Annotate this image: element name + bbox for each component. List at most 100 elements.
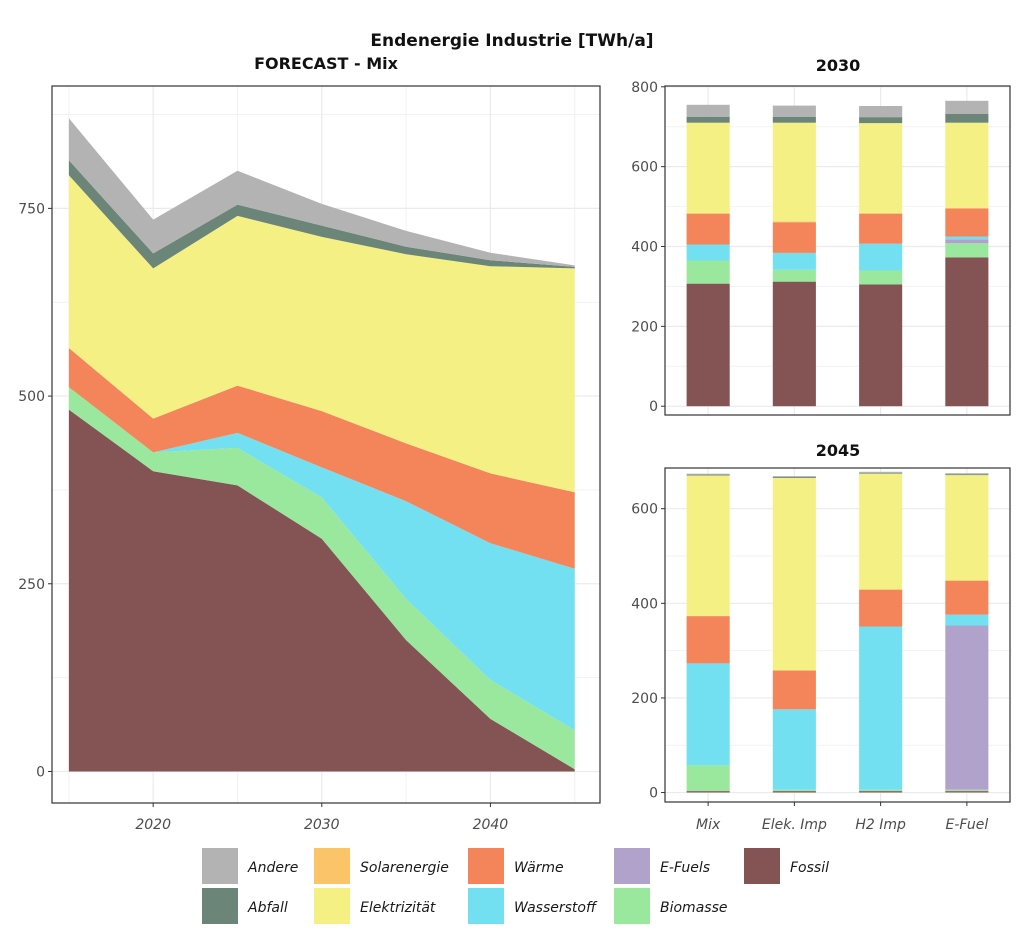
- legend-key-andere: [202, 848, 238, 884]
- bar-panel-2045-title: 2045: [816, 441, 861, 460]
- bar2030-y-tick-label: 800: [631, 80, 658, 96]
- legend: Andere Abfall Solarenergie Elektrizität Wärm…: [202, 848, 829, 924]
- bar2045-bar-h2-imp-wasserstoff: [859, 626, 903, 790]
- bar2045-bar-e-fuel-wasserstoff: [945, 614, 989, 626]
- bar2045-y-tick-label: 600: [631, 502, 658, 518]
- bar2045-bar-e-fuel-biomasse: [945, 789, 989, 792]
- area-series-w-rme: [68, 348, 575, 569]
- bar2030-bar-h2-imp-fossil: [859, 284, 903, 407]
- area-series-biomasse: [68, 387, 575, 770]
- bar2030-bar-h2-imp-biomasse: [859, 270, 903, 285]
- area-y-tick-label: 750: [18, 201, 45, 217]
- bar2030-bar-e-fuel-solarenergie: [945, 207, 989, 209]
- legend-label-fossil: Fossil: [790, 860, 829, 876]
- bar2045-bar-elek-imp-w-rme: [772, 670, 816, 710]
- bar2030-bar-mix-solarenergie: [686, 213, 730, 214]
- bar2030-y-tick-label: 600: [631, 160, 658, 176]
- bar2045-bar-h2-imp-w-rme: [859, 589, 903, 627]
- bar-panel-2030-title: 2030: [816, 56, 861, 75]
- bar2045-bar-h2-imp-elektrizit-t: [859, 473, 903, 590]
- bar2030-bar-e-fuel-e-fuels: [945, 239, 989, 244]
- bar2030-bar-elek-imp-abfall: [772, 116, 816, 123]
- bar2030-bar-e-fuel-wasserstoff: [945, 236, 989, 240]
- bar2045-x-tick-label: Mix: [696, 817, 721, 833]
- bar2045-bar-elek-imp-biomasse: [772, 789, 816, 792]
- bar2045-bar-e-fuel-elektrizit-t: [945, 475, 989, 581]
- bar2030-bar-h2-imp-elektrizit-t: [859, 123, 903, 213]
- bar2045-y-tick-label: 400: [631, 596, 658, 612]
- legend-label-e-fuels: E-Fuels: [660, 860, 710, 876]
- bar2030-bar-mix-w-rme: [686, 213, 730, 245]
- area-series-elektrizit-t: [68, 175, 575, 493]
- bar2045-bar-e-fuel-abfall: [945, 474, 989, 476]
- area-x-tick-label: 2040: [473, 817, 509, 833]
- bar2045-bar-mix-w-rme: [686, 616, 730, 664]
- bar2045-bar-mix-andere: [686, 473, 730, 475]
- bar2045-bar-elek-imp-andere: [772, 476, 816, 477]
- legend-label-elektrizit-t: Elektrizität: [360, 900, 436, 916]
- bar2030-bar-elek-imp-w-rme: [772, 222, 816, 253]
- bar2030-panel-border: [664, 85, 1011, 416]
- bar2045-bar-e-fuel-fossil: [945, 791, 989, 793]
- bar2045-bar-h2-imp-abfall: [859, 472, 903, 474]
- area-series-fossil: [68, 409, 575, 772]
- bar2030-bar-e-fuel-elektrizit-t: [945, 122, 989, 208]
- bar2045-bar-elek-imp-elektrizit-t: [772, 477, 816, 671]
- chart-main-title: Endenergie Industrie [TWh/a]: [370, 31, 653, 51]
- bar2030-bar-h2-imp-andere: [859, 106, 903, 118]
- bar2030-bar-mix-fossil: [686, 283, 730, 407]
- bar2030-bar-mix-abfall: [686, 116, 730, 123]
- bar2045-bar-elek-imp-fossil: [772, 791, 816, 793]
- bar2045-bar-e-fuel-w-rme: [945, 580, 989, 615]
- area-panel: 0 250 500 750 2020 2030 2040: [18, 85, 601, 833]
- bar2030-bar-elek-imp-biomasse: [772, 269, 816, 282]
- legend-label-abfall: Abfall: [247, 900, 288, 916]
- bar2030-bar-h2-imp-abfall: [859, 117, 903, 124]
- bar-panel-2045: 0 200 400 600 Mix Elek. Imp H2 Imp E-Fuel: [631, 467, 1011, 833]
- bar2030-bar-mix-wasserstoff: [686, 244, 730, 261]
- bar2045-x-tick-label: Elek. Imp: [762, 817, 827, 833]
- bar2045-bar-e-fuel-andere: [945, 473, 989, 475]
- area-panel-border: [51, 85, 601, 804]
- bar2030-bar-elek-imp-wasserstoff: [772, 252, 816, 270]
- bar2030-bar-h2-imp-w-rme: [859, 213, 903, 244]
- area-series-wasserstoff: [68, 387, 575, 731]
- bar2030-bar-h2-imp-wasserstoff: [859, 243, 903, 271]
- bar2030-bar-elek-imp-andere: [772, 105, 816, 117]
- legend-label-andere: Andere: [247, 860, 298, 876]
- bar2030-y-tick-label: 200: [631, 319, 658, 335]
- area-y-tick-label: 250: [18, 577, 45, 593]
- bar2030-y-tick-label: 0: [649, 399, 658, 415]
- legend-key-wasserstoff: [468, 888, 504, 924]
- legend-label-solarenergie: Solarenergie: [360, 860, 449, 876]
- bar2045-bar-mix-abfall: [686, 474, 730, 476]
- bar2045-x-tick-label: H2 Imp: [855, 817, 906, 833]
- bar2045-x-tick-label: E-Fuel: [945, 817, 988, 833]
- bar-panel-2030: 0 200 400 600 800: [631, 80, 1011, 416]
- bar2045-panel-border: [664, 467, 1011, 803]
- legend-key-w-rme: [468, 848, 504, 884]
- bar2030-bar-mix-biomasse: [686, 260, 730, 284]
- area-panel-title: FORECAST - Mix: [254, 54, 399, 73]
- bar2045-y-tick-label: 200: [631, 691, 658, 707]
- bar2045-bar-elek-imp-wasserstoff: [772, 709, 816, 790]
- legend-label-biomasse: Biomasse: [660, 900, 727, 916]
- bar2030-bar-elek-imp-elektrizit-t: [772, 122, 816, 222]
- bar2030-y-tick-label: 400: [631, 240, 658, 256]
- bar2045-y-tick-label: 0: [649, 786, 658, 802]
- legend-key-elektrizit-t: [314, 888, 350, 924]
- bar2045-bar-mix-fossil: [686, 791, 730, 793]
- legend-key-abfall: [202, 888, 238, 924]
- bar2030-bar-mix-andere: [686, 104, 730, 117]
- bar2030-bar-h2-imp-solarenergie: [859, 213, 903, 214]
- legend-key-e-fuels: [614, 848, 650, 884]
- bar2030-bar-e-fuel-fossil: [945, 257, 989, 407]
- bar2030-bar-e-fuel-biomasse: [945, 243, 989, 258]
- area-series-abfall: [68, 160, 575, 269]
- bar2045-bar-h2-imp-andere: [859, 471, 903, 473]
- bar2030-bar-e-fuel-andere: [945, 100, 989, 114]
- bar2030-bar-mix-elektrizit-t: [686, 122, 730, 213]
- area-x-tick-label: 2030: [304, 817, 340, 833]
- legend-key-solarenergie: [314, 848, 350, 884]
